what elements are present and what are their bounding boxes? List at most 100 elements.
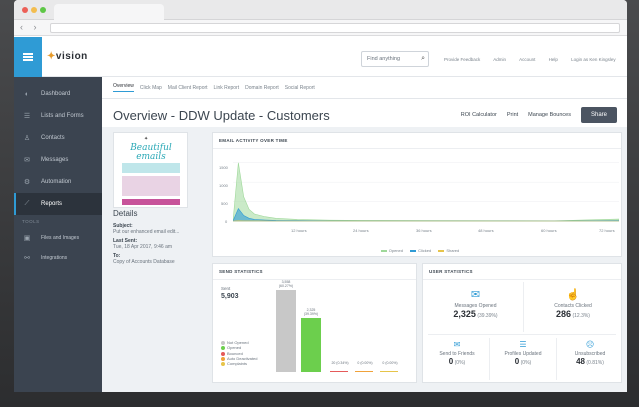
send-to-friends-value: 0 [448,357,454,366]
admin-link[interactable]: Admin [493,57,507,62]
legend-shared[interactable]: Shared [446,248,460,253]
sidebar-item-lists-and-forms[interactable]: ☰ Lists and Forms [14,105,102,127]
messages-opened-stat[interactable]: ✉ Messages Opened 2,325 (39.39%) [433,288,518,319]
sidebar-item-label: Dashboard [41,91,71,97]
sidebar-item-messages[interactable]: ✉ Messages [14,149,102,171]
tab-click-map[interactable]: Click Map [139,84,162,91]
sidebar-item-contacts[interactable]: ♙ Contacts [14,127,102,149]
menu-icon[interactable] [14,37,42,77]
back-forward-icon[interactable]: ‹ › [20,22,41,32]
browser-tab[interactable] [54,4,164,20]
send-bar[interactable] [355,371,373,372]
manage-bounces-link[interactable]: Manage Bounces [528,112,571,118]
legend-clicked[interactable]: Clicked [418,248,432,253]
email-activity-title: EMAIL ACTIVITY OVER TIME [213,133,621,149]
search-placeholder: Find anything [367,56,401,62]
roi-calculator-link[interactable]: ROI Calculator [460,112,497,118]
print-link[interactable]: Print [506,112,519,118]
user-icon: ♙ [23,135,31,142]
x-tick-label: 48 hours [478,228,494,233]
sidebar-item-dashboard[interactable]: ◐ Dashboard [14,83,102,105]
send-to-friends-stat[interactable]: ✉ Send to Friends 0 (0%) [427,340,487,366]
email-activity-card: EMAIL ACTIVITY OVER TIME 1500 1000 500 0… [212,132,622,257]
search-input[interactable]: Find anything ⌕ [361,51,429,67]
provide-feedback-link[interactable]: Provide Feedback [444,57,481,62]
unsubscribed-label: Unsubscribed [574,351,606,357]
sidebar-item-integrations[interactable]: ⚯ Integrations [14,248,102,268]
thumbnail-script-text: Beautiful emails [130,143,172,162]
envelope-icon: ✉ [24,157,30,164]
app-header: ✦vision Find anything ⌕ Provide Feedback… [14,37,627,77]
contacts-clicked-stat[interactable]: ☝ Contacts Clicked 286 (12.3%) [528,288,618,319]
report-tabs: Overview Click Map Mail Client Report Li… [102,77,627,99]
search-icon[interactable]: ⌕ [421,55,425,62]
login-as-link[interactable]: Login as Ken Kingsley [571,57,616,62]
tab-mail-client-report[interactable]: Mail Client Report [167,84,208,91]
send-bar[interactable] [301,318,321,372]
tab-link-report[interactable]: Link Report [213,84,240,91]
user-statistics-card: USER STATISTICS ✉ Messages Opened 2,325 … [422,263,622,383]
help-link[interactable]: Help [548,57,558,62]
x-tick-label: 24 hours [353,228,369,233]
legend-auto-deactivated: Auto Deactivated [227,355,258,361]
details-heading: Details [113,209,138,218]
send-bar[interactable] [330,371,348,372]
list-icon: ☰ [23,113,31,120]
series-opened-area[interactable] [233,162,619,222]
send-statistics-card: SEND STATISTICS Sent 5,903 Not Opened Op… [212,263,417,383]
divider [556,338,557,380]
open-envelope-icon: ✉ [470,289,481,301]
profiles-updated-label: Profiles Updated [504,351,542,357]
send-bar[interactable] [276,290,296,372]
account-link[interactable]: Account [519,57,536,62]
bar-value-label: 0 (0.00%) [357,361,373,365]
sidebar-item-reports[interactable]: ⟋ Reports [14,193,102,215]
tab-domain-report[interactable]: Domain Report [245,84,279,91]
top-links: Provide Feedback Admin Account Help Logi… [444,57,627,62]
thumbnail-image [122,176,180,196]
to-value: Copy of Accounts Database [113,259,175,265]
bar-value-label: 3,558 (60.27%) [278,280,294,288]
email-thumbnail[interactable]: ✦ Beautiful emails [113,132,188,208]
sidebar-item-label: Automation [41,179,72,185]
sidebar-item-automation[interactable]: ⚙ Automation [14,171,102,193]
legend-swatch [410,250,417,252]
profiles-updated-pct: (0%) [520,360,532,366]
page-actions: ROI Calculator Print Manage Bounces Shar… [461,107,617,123]
unsubscribed-pct: (0.81%) [586,360,604,366]
sidebar-item-label: Files and Images [41,235,80,241]
app-logo[interactable]: ✦vision [47,51,88,62]
bar-value-label: 0 (0.00%) [382,361,398,365]
unsubscribed-value: 48 [576,357,585,366]
profiles-updated-stat[interactable]: ☰ Profiles Updated 0 (0%) [493,340,553,366]
tab-overview[interactable]: Overview [113,83,134,92]
close-window-icon[interactable] [22,7,28,13]
unsubscribed-stat[interactable]: ☹ Unsubscribed 48 (0.81%) [560,340,620,366]
details-panel: Details Subject: Put our enhanced email … [113,209,193,267]
contacts-clicked-pct: (12.3%) [572,313,590,319]
sidebar-item-label: Integrations [41,255,68,261]
sidebar-item-label: Lists and Forms [41,113,84,119]
bar-value-label: 20 (0.34%) [331,361,349,365]
y-tick-label: 500 [221,201,228,206]
list-icon: ☰ [519,340,527,349]
tab-social-report[interactable]: Social Report [284,84,315,91]
sidebar-item-label: Contacts [41,135,65,141]
sidebar-item-files-and-images[interactable]: ▣ Files and Images [14,228,102,248]
maximize-window-icon[interactable] [40,7,46,13]
activity-legend: Opened Clicked Shared [213,248,621,253]
y-tick-label: 1500 [219,165,228,170]
messages-opened-value: 2,325 [453,309,476,319]
legend-swatch [221,346,225,351]
minimize-window-icon[interactable] [31,7,37,13]
y-tick-label: 0 [225,219,228,224]
x-tick-label: 72 hours [599,228,615,233]
messages-opened-pct: (39.39%) [477,313,498,319]
palette-icon: ◐ [24,90,30,98]
send-bar[interactable] [380,371,398,372]
legend-opened[interactable]: Opened [388,248,403,253]
address-bar[interactable] [50,23,620,33]
sad-face-icon: ☹ [585,340,595,349]
share-button[interactable]: Share [580,107,617,123]
legend-swatch [221,340,225,345]
